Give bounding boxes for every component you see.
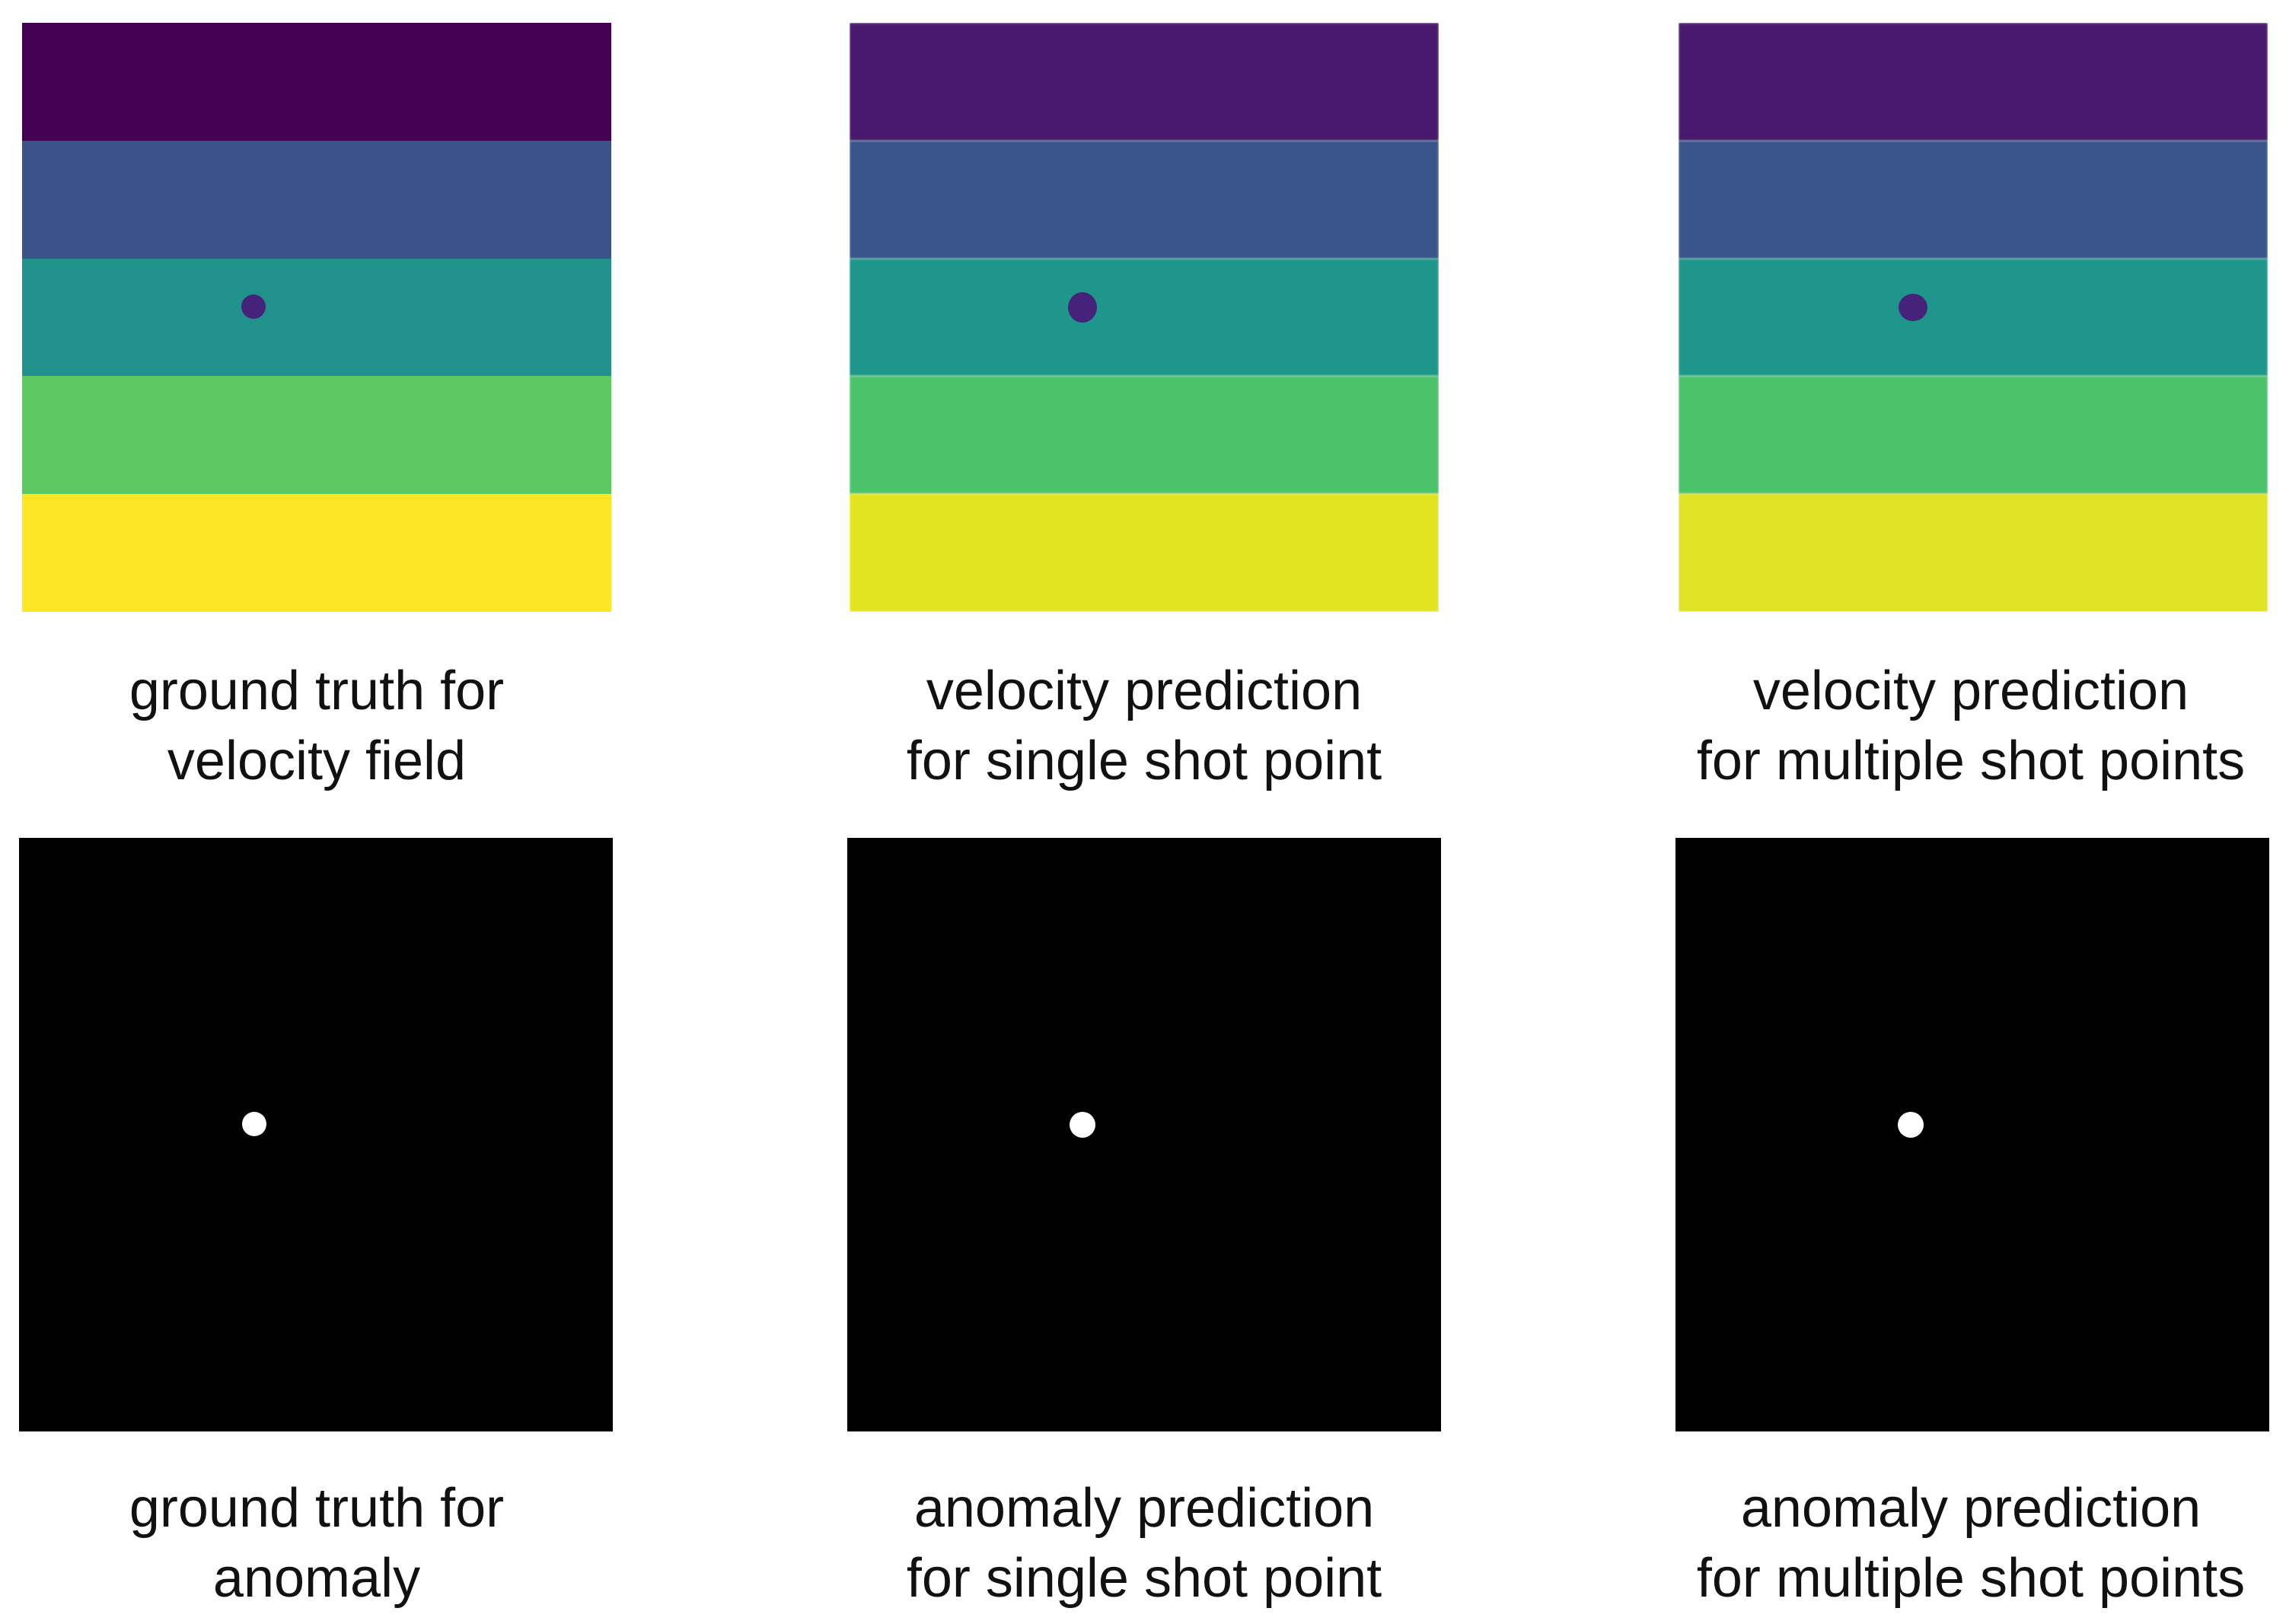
velocity-layer-2 — [850, 140, 1439, 259]
velocity-anomaly-inclusion — [1899, 294, 1927, 321]
caption-velocity-ground-truth: ground truth for velocity field — [129, 661, 505, 791]
anomaly-dot — [1070, 1112, 1095, 1138]
anomaly-multiple-shot-image — [1675, 838, 2269, 1431]
velocity-anomaly-inclusion — [241, 295, 266, 319]
velocity-layer-2 — [1679, 140, 2268, 259]
velocity-layer-4 — [1679, 376, 2268, 495]
velocity-layer-1 — [1679, 23, 2268, 141]
anomaly-dot — [242, 1112, 266, 1136]
velocity-layer-3 — [22, 258, 611, 377]
velocity-layer-5 — [22, 494, 611, 612]
anomaly-dot — [1898, 1112, 1924, 1138]
caption-anomaly-multiple-shot: anomaly prediction for multiple shot poi… — [1696, 1478, 2246, 1609]
velocity-layer-4 — [22, 376, 611, 495]
velocity-layer-5 — [850, 494, 1439, 612]
velocity-layer-1 — [850, 23, 1439, 141]
caption-velocity-single-shot: velocity prediction for single shot poin… — [906, 661, 1382, 791]
caption-anomaly-ground-truth: ground truth for anomaly — [129, 1478, 505, 1609]
anomaly-ground-truth-image — [19, 838, 613, 1431]
caption-anomaly-single-shot: anomaly prediction for single shot point — [906, 1478, 1382, 1609]
anomaly-single-shot-image — [847, 838, 1441, 1431]
velocity-layer-2 — [22, 140, 611, 259]
velocity-multiple-shot-image — [1679, 23, 2268, 612]
velocity-layer-5 — [1679, 494, 2268, 612]
velocity-layer-1 — [22, 23, 611, 141]
caption-velocity-multiple-shot: velocity prediction for multiple shot po… — [1696, 661, 2246, 791]
velocity-ground-truth-image — [22, 23, 611, 612]
velocity-anomaly-inclusion — [1068, 292, 1097, 323]
velocity-layer-4 — [850, 376, 1439, 495]
velocity-layer-3 — [1679, 258, 2268, 377]
velocity-single-shot-image — [850, 23, 1439, 612]
velocity-layer-3 — [850, 258, 1439, 377]
